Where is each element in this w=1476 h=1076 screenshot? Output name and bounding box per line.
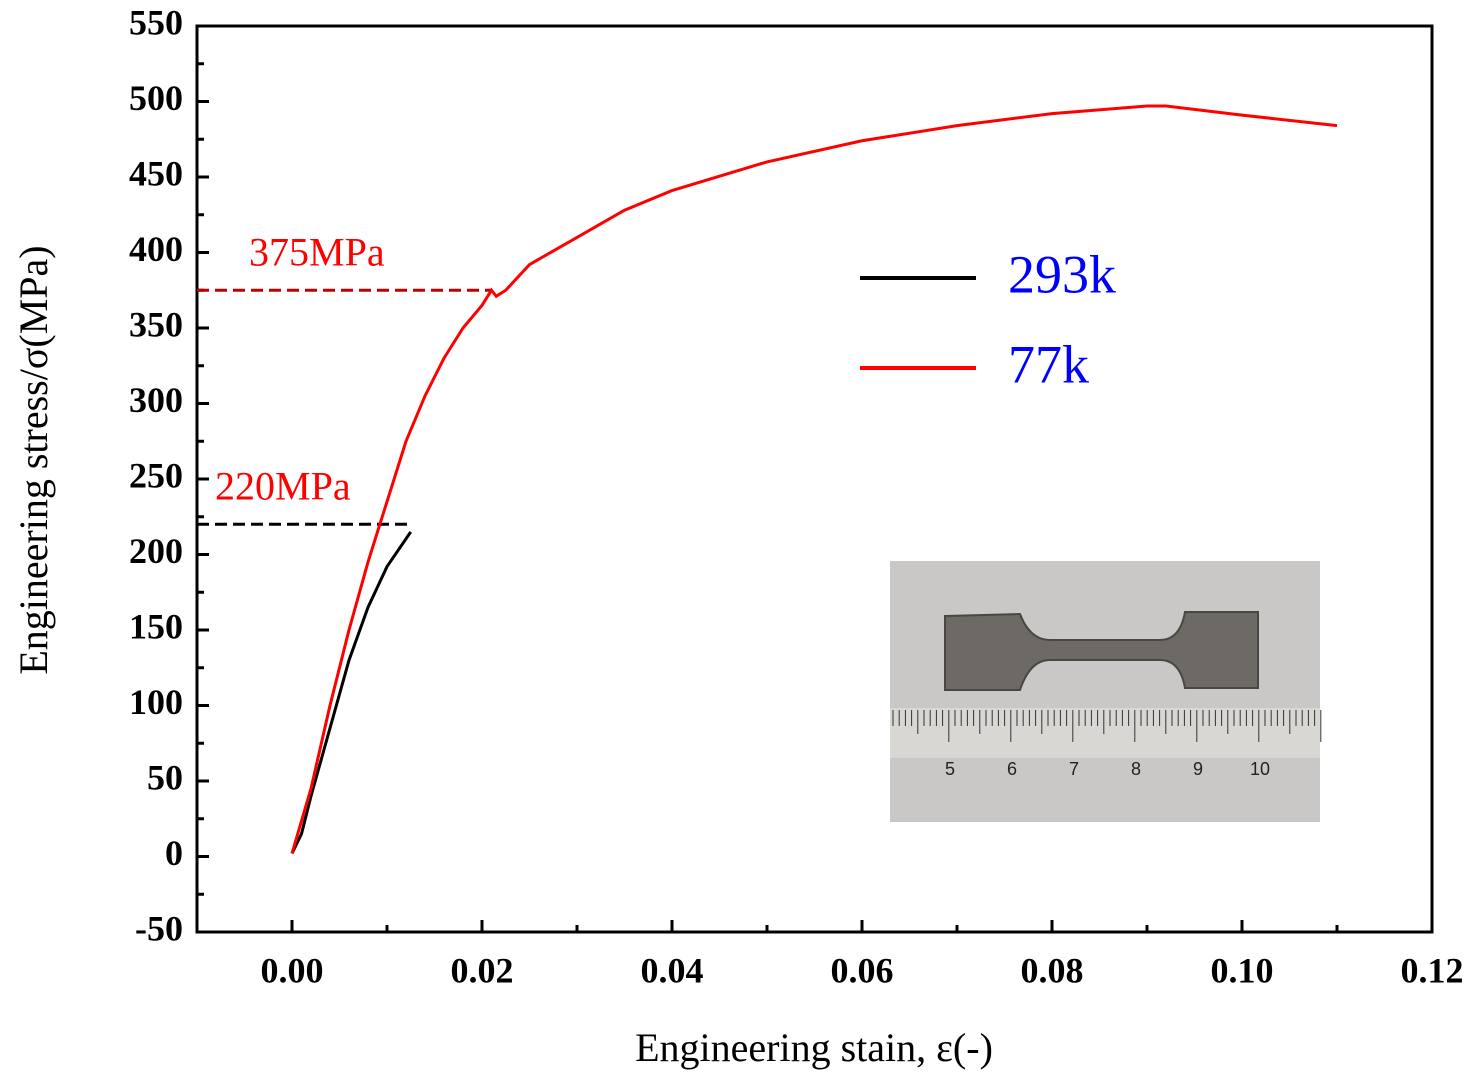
x-tick-label: 0.00 xyxy=(261,950,324,990)
legend: 293k 77k xyxy=(860,232,1408,406)
photo-background xyxy=(890,561,1320,822)
x-tick-label: 0.06 xyxy=(831,950,894,990)
legend-label: 293k xyxy=(1008,244,1116,304)
y-tick-label: 50 xyxy=(147,757,183,797)
y-tick-label: 100 xyxy=(129,682,183,722)
y-tick-label: 500 xyxy=(129,78,183,118)
ruler-label: 10 xyxy=(1250,759,1270,779)
ruler-ticks: 5 6 7 8 9 10 xyxy=(892,710,1322,779)
y-tick-label: 350 xyxy=(129,304,183,344)
x-axis-label: Engineering stain, ε(-) xyxy=(635,1025,993,1070)
legend-box xyxy=(990,232,1408,406)
annotation: 375MPa xyxy=(249,229,385,274)
y-axis-label: Engineering stress/σ(MPa) xyxy=(11,245,56,674)
y-tick-label: -50 xyxy=(135,908,183,948)
series-line xyxy=(290,104,1338,854)
specimen xyxy=(944,611,1259,691)
y-tick-label: 250 xyxy=(129,455,183,495)
y-tick-label: 550 xyxy=(129,2,183,42)
x-tick-label: 0.08 xyxy=(1021,950,1084,990)
series-line xyxy=(290,531,412,855)
ruler-label: 6 xyxy=(1007,759,1017,779)
inset-photo: 5 6 7 8 9 10 xyxy=(890,561,1322,822)
x-tick-label: 0.04 xyxy=(641,950,704,990)
y-tick-label: 150 xyxy=(129,606,183,646)
ruler-label: 5 xyxy=(945,759,955,779)
legend-items: 293k 77k xyxy=(860,244,1116,394)
y-tick-label: 0 xyxy=(165,833,183,873)
y-tick-label: 400 xyxy=(129,229,183,269)
annotation: 220MPa xyxy=(215,463,351,508)
ruler-label: 9 xyxy=(1193,759,1203,779)
x-tick-label: 0.02 xyxy=(451,950,514,990)
x-tick-label: 0.12 xyxy=(1401,950,1464,990)
y-tick-label: 450 xyxy=(129,153,183,193)
y-tick-label: 300 xyxy=(129,380,183,420)
x-tick-label: 0.10 xyxy=(1211,950,1274,990)
y-tick-label: 200 xyxy=(129,531,183,571)
ruler-label: 7 xyxy=(1069,759,1079,779)
legend-label: 77k xyxy=(1008,334,1089,394)
ruler-label: 8 xyxy=(1131,759,1141,779)
